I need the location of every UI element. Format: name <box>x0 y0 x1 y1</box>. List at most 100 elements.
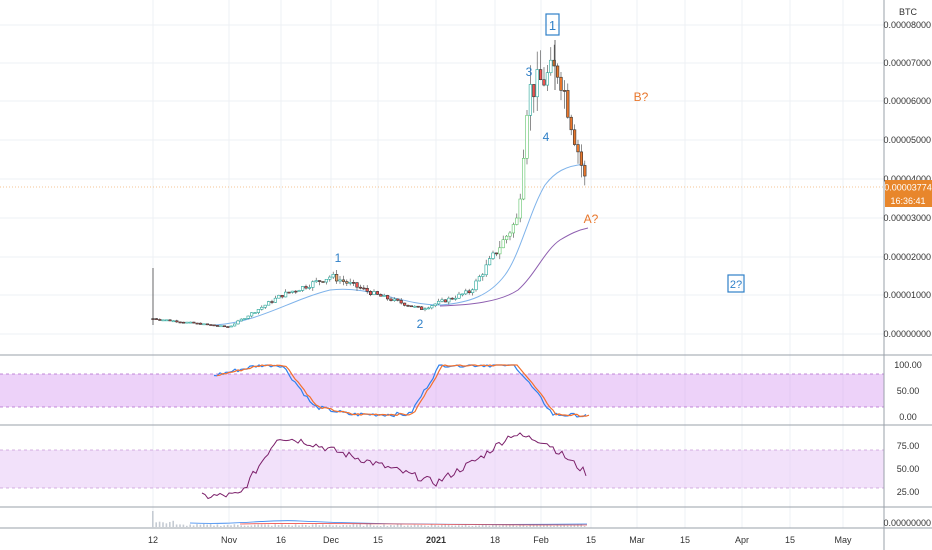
candle-body <box>491 252 495 259</box>
volume-bar <box>267 524 270 527</box>
time-tick-label: 15 <box>680 535 690 545</box>
candle-body <box>243 318 247 320</box>
candle-body <box>406 305 410 307</box>
volume-bar <box>325 525 327 527</box>
volume-bar <box>546 524 548 527</box>
volume-bar <box>254 524 256 527</box>
rsi-line <box>201 432 587 500</box>
candle-body <box>572 129 577 145</box>
candle-body <box>396 298 400 301</box>
volume-bar <box>556 524 559 527</box>
volume-bar <box>536 524 538 527</box>
wave-4-label: 4 <box>543 130 550 144</box>
candle-body <box>443 299 448 303</box>
candle-body <box>273 297 278 303</box>
candle-body <box>314 280 318 283</box>
volume-bar <box>437 525 440 527</box>
volume-bar <box>481 524 484 527</box>
rsi-axis[interactable]: 75.00 50.00 25.00 <box>897 441 920 497</box>
volume-bar <box>345 525 348 527</box>
volume-bar <box>315 524 317 527</box>
stoch-axis[interactable]: 100.00 50.00 0.00 <box>894 360 922 422</box>
volume-bar <box>223 525 225 527</box>
volume-bar <box>305 524 307 527</box>
volume-bar <box>563 525 565 527</box>
candle-body <box>185 321 189 324</box>
volume-bar <box>318 525 321 527</box>
candle-body <box>402 302 407 306</box>
volume-bar <box>332 525 334 527</box>
candle-body <box>375 291 380 295</box>
candle-body <box>199 322 203 325</box>
time-axis[interactable]: 12 Nov 16 Dec 15 2021 18 Feb 15 Mar 15 Apr 15 May <box>148 535 852 545</box>
volume-bar <box>342 525 344 527</box>
candle-body <box>433 303 437 306</box>
volume-bar <box>247 525 249 527</box>
volume-bar <box>468 525 470 527</box>
candle-body <box>532 84 536 98</box>
candle-body <box>494 252 499 255</box>
volume-bar <box>451 525 453 527</box>
price-tick-label: 0.00001000 <box>883 290 931 300</box>
candle-body <box>521 158 526 200</box>
candle-body <box>555 65 560 78</box>
wave-3-label: 3 <box>526 65 533 79</box>
volume-bar <box>335 525 338 527</box>
ma-fast-line <box>214 163 586 326</box>
candle-body <box>470 289 475 294</box>
candle-body <box>508 232 512 237</box>
volume-bar <box>158 521 161 527</box>
candle-body <box>440 299 444 302</box>
volume-bar <box>209 524 212 527</box>
time-tick-label: 15 <box>373 535 383 545</box>
candle-body <box>525 115 529 159</box>
candle-body <box>549 59 553 74</box>
candle-body <box>260 306 264 310</box>
volume-bar <box>366 524 368 527</box>
volume-axis[interactable]: 0.00000000 <box>883 518 931 528</box>
wave-1-label: 1 <box>549 18 556 33</box>
price-axis[interactable]: 0.00008000 0.00007000 0.00006000 0.00005000… <box>883 20 931 339</box>
candle-body <box>382 295 386 297</box>
volume-bar <box>485 525 487 527</box>
volume-bar <box>274 524 276 527</box>
volume-bar <box>362 525 365 527</box>
candle-body <box>195 322 199 325</box>
wave-2-projection-box[interactable] <box>727 274 745 293</box>
candle-body <box>477 276 482 282</box>
volume-bar <box>233 524 236 527</box>
volume-bar <box>162 522 164 527</box>
volume-bar <box>386 525 389 527</box>
volume-bar <box>464 524 467 527</box>
time-tick-label: Dec <box>323 535 340 545</box>
candle-body <box>368 291 373 295</box>
candle-body <box>409 305 414 308</box>
volume-bar <box>155 522 157 527</box>
volume-bar <box>583 525 586 527</box>
price-tick-label: 0.00006000 <box>883 96 931 106</box>
candle-body <box>246 315 250 319</box>
candle-body <box>511 224 515 234</box>
volume-bar <box>213 525 215 527</box>
candle-body <box>552 59 556 67</box>
volume-bar <box>539 524 542 527</box>
volume-bar <box>383 524 385 527</box>
candle-body <box>324 278 329 283</box>
stoch-tick-label: 50.00 <box>897 386 920 396</box>
stoch-overbought-oversold-band <box>0 374 884 407</box>
grid <box>0 0 884 528</box>
candle-body <box>474 280 478 291</box>
countdown-badge <box>885 194 932 207</box>
volume-bar <box>240 525 242 527</box>
rsi-tick-label: 50.00 <box>897 464 920 474</box>
candle-body <box>226 326 230 328</box>
candle-body <box>416 305 420 308</box>
wave-1-box[interactable] <box>545 13 560 36</box>
price-tick-label: 0.00007000 <box>883 58 931 68</box>
candle-body <box>290 290 295 293</box>
candle-body <box>233 323 237 327</box>
candle-body <box>229 325 233 328</box>
price-tick-label: 0.00008000 <box>883 20 931 30</box>
last-price-badge <box>885 180 932 194</box>
